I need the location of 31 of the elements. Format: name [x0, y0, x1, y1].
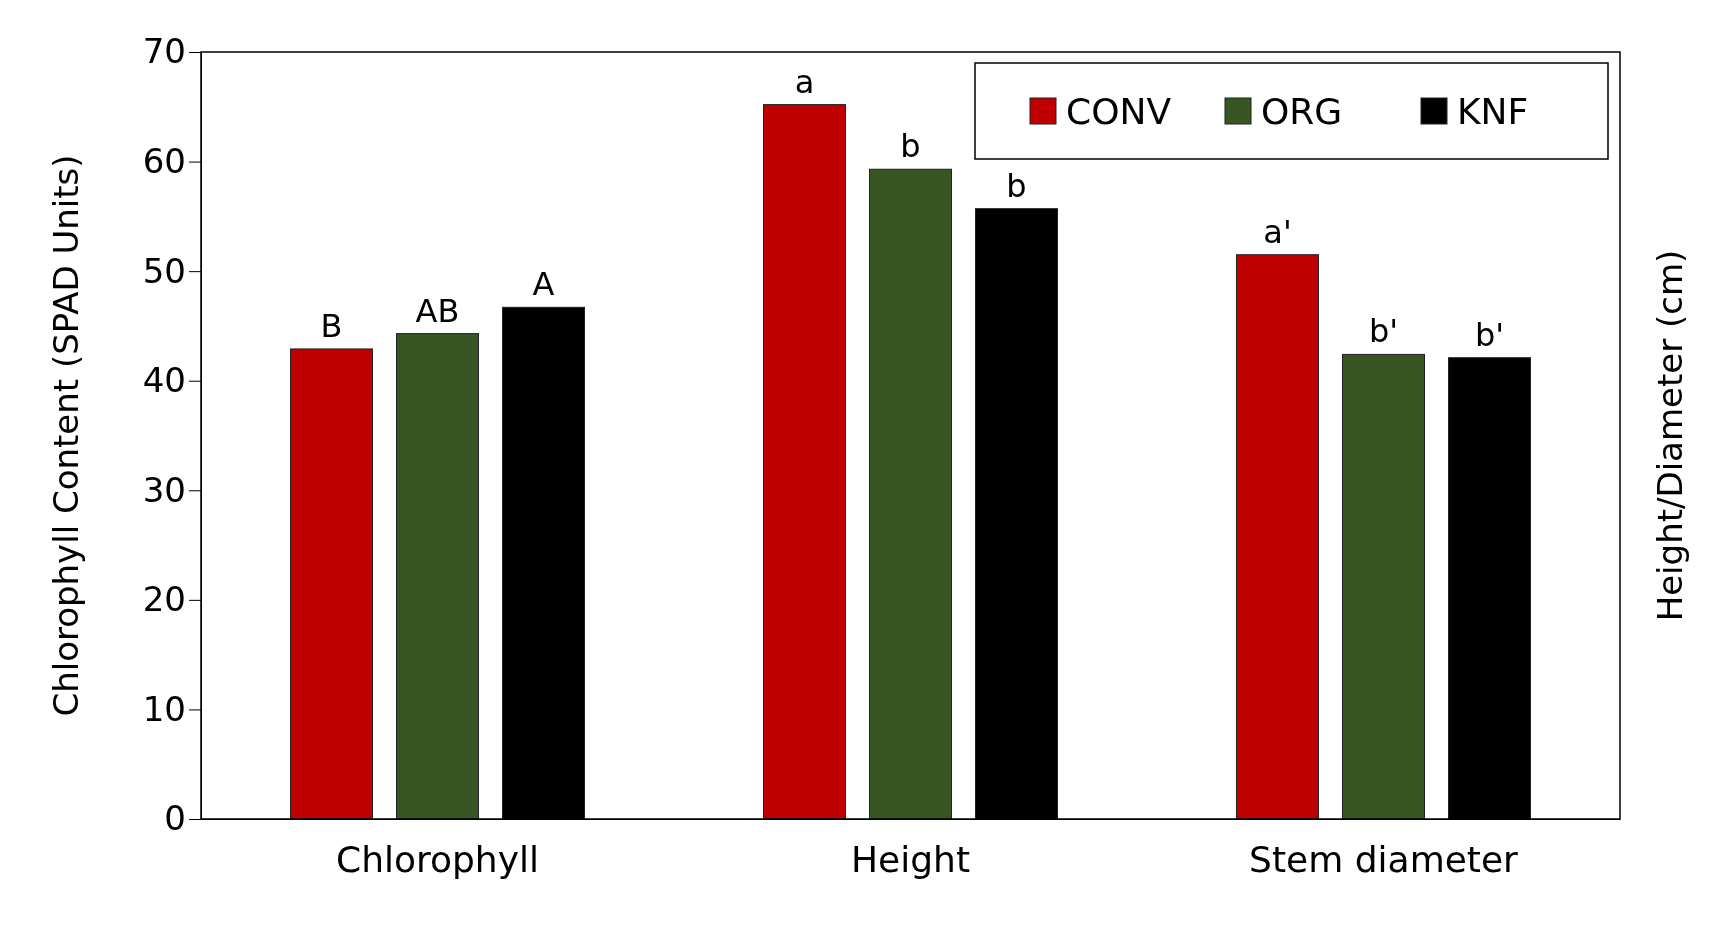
data-label: AB [415, 291, 460, 330]
legend-label: KNF [1457, 91, 1529, 132]
y-tick-label: 0 [164, 798, 186, 839]
bar [290, 348, 373, 820]
y-tick-label: 70 [142, 31, 186, 72]
y-tick-label: 40 [142, 360, 186, 401]
y-tick-label: 30 [142, 469, 186, 510]
x-tick-label: Stem diameter [1249, 839, 1519, 881]
legend-label: ORG [1261, 91, 1343, 132]
data-label: a [794, 62, 815, 101]
bar [763, 104, 846, 820]
y-tick-label: 50 [142, 250, 186, 291]
data-label: b' [1474, 315, 1505, 354]
data-label: B [320, 306, 343, 345]
x-tick-label: Height [850, 839, 971, 881]
x-tick-label: Chlorophyll [336, 839, 539, 881]
data-label: b [1006, 166, 1027, 205]
y-tick-label: 20 [142, 579, 186, 620]
bar [396, 333, 479, 820]
data-label: A [532, 265, 555, 304]
bar [1236, 254, 1319, 820]
y-tick-label: 10 [142, 688, 186, 729]
y-tick-label: 60 [142, 140, 186, 181]
data-label: a' [1263, 212, 1292, 251]
bar [869, 168, 952, 820]
legend-label: CONV [1066, 91, 1172, 132]
y2-axis-title: Height/Diameter (cm) [1650, 249, 1690, 622]
data-label: b [900, 127, 921, 166]
data-label: b' [1368, 312, 1399, 351]
bar [1342, 353, 1425, 820]
y-axis-title: Chlorophyll Content (SPAD Units) [46, 154, 86, 717]
